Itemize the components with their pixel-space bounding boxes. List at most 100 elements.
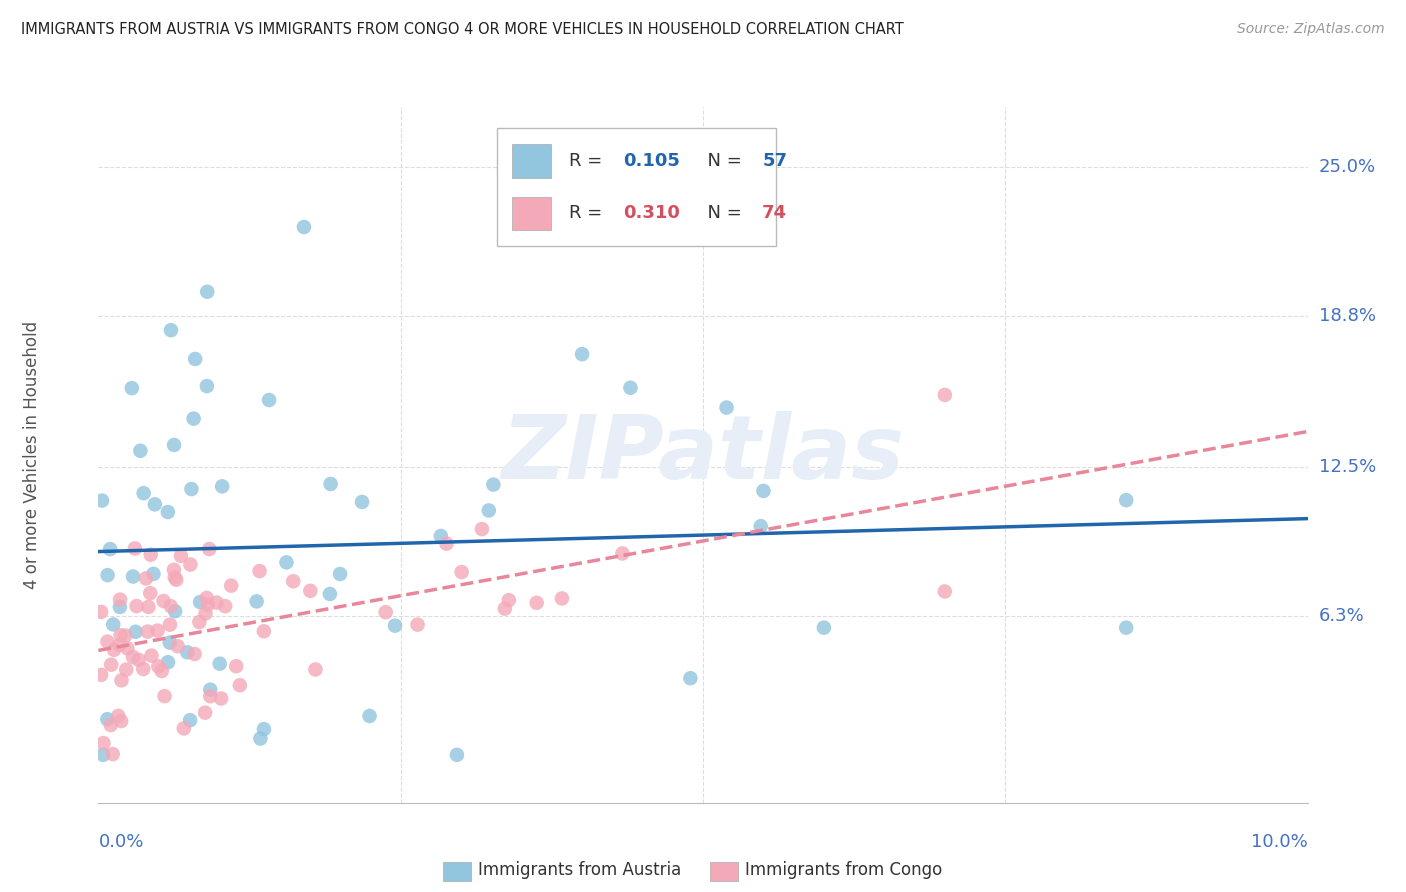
- Point: [91, 747, 114, 762]
- Point: [132, 486, 155, 500]
- Point: [934, 584, 956, 599]
- Point: [319, 477, 342, 491]
- Point: [749, 519, 772, 533]
- Text: 0.0%: 0.0%: [98, 833, 143, 851]
- Point: [195, 379, 218, 393]
- Point: [91, 493, 114, 508]
- Point: [229, 678, 252, 692]
- Point: [209, 691, 232, 706]
- Point: [179, 713, 201, 727]
- Point: [110, 628, 132, 642]
- Point: [103, 617, 125, 632]
- Point: [299, 583, 322, 598]
- Point: [176, 645, 198, 659]
- Point: [249, 731, 271, 746]
- Point: [1115, 493, 1137, 508]
- Point: [551, 591, 574, 606]
- Point: [526, 596, 548, 610]
- Point: [157, 655, 180, 669]
- Point: [107, 708, 129, 723]
- Point: [108, 599, 131, 614]
- Point: [117, 641, 139, 656]
- Point: [135, 571, 157, 585]
- Point: [359, 709, 381, 723]
- Text: 12.5%: 12.5%: [1319, 458, 1376, 476]
- Point: [93, 736, 115, 750]
- Point: [90, 668, 112, 682]
- Point: [156, 505, 179, 519]
- Point: [571, 347, 593, 361]
- Point: [159, 635, 181, 649]
- Point: [138, 599, 160, 614]
- Point: [101, 747, 124, 761]
- Point: [194, 706, 217, 720]
- Point: [136, 624, 159, 639]
- Point: [188, 595, 211, 609]
- Point: [716, 401, 738, 415]
- Point: [619, 381, 641, 395]
- Point: [257, 392, 280, 407]
- Point: [249, 564, 271, 578]
- Point: [194, 607, 217, 621]
- Point: [110, 673, 132, 688]
- Point: [752, 483, 775, 498]
- Point: [114, 628, 136, 642]
- Point: [143, 497, 166, 511]
- Point: [482, 477, 505, 491]
- Point: [214, 599, 236, 614]
- Point: [498, 593, 520, 607]
- Point: [153, 689, 176, 703]
- Point: [253, 624, 276, 639]
- Point: [100, 657, 122, 672]
- Point: [219, 579, 242, 593]
- Point: [124, 541, 146, 556]
- Text: N =: N =: [696, 204, 747, 222]
- Point: [450, 565, 472, 579]
- Point: [246, 594, 269, 608]
- Text: ZIPatlas: ZIPatlas: [502, 411, 904, 499]
- Point: [173, 722, 195, 736]
- Text: Source: ZipAtlas.com: Source: ZipAtlas.com: [1237, 22, 1385, 37]
- Point: [200, 690, 222, 704]
- Point: [436, 536, 458, 550]
- Point: [108, 592, 131, 607]
- Point: [180, 482, 202, 496]
- Point: [183, 411, 205, 425]
- Text: 74: 74: [762, 204, 787, 222]
- Text: IMMIGRANTS FROM AUSTRIA VS IMMIGRANTS FROM CONGO 4 OR MORE VEHICLES IN HOUSEHOLD: IMMIGRANTS FROM AUSTRIA VS IMMIGRANTS FR…: [21, 22, 904, 37]
- Point: [166, 639, 188, 653]
- Point: [183, 647, 205, 661]
- Point: [198, 542, 221, 557]
- Point: [205, 596, 228, 610]
- Text: 18.8%: 18.8%: [1319, 307, 1375, 325]
- Text: Immigrants from Congo: Immigrants from Congo: [745, 861, 942, 879]
- Point: [163, 563, 186, 577]
- FancyBboxPatch shape: [512, 145, 551, 178]
- Point: [132, 662, 155, 676]
- Point: [115, 663, 138, 677]
- Text: 25.0%: 25.0%: [1319, 158, 1376, 176]
- Point: [146, 624, 169, 638]
- Point: [97, 568, 120, 582]
- Point: [124, 624, 146, 639]
- Point: [100, 718, 122, 732]
- Point: [406, 617, 429, 632]
- Point: [142, 566, 165, 581]
- Point: [292, 219, 315, 234]
- Point: [179, 558, 201, 572]
- Point: [1115, 621, 1137, 635]
- Point: [253, 722, 276, 736]
- Point: [163, 570, 186, 584]
- Point: [934, 388, 956, 402]
- Point: [446, 747, 468, 762]
- Point: [679, 671, 702, 685]
- Point: [159, 617, 181, 632]
- Point: [276, 555, 298, 569]
- Point: [110, 714, 132, 728]
- Point: [129, 443, 152, 458]
- Point: [329, 566, 352, 581]
- Point: [90, 605, 112, 619]
- Point: [170, 549, 193, 563]
- Point: [139, 548, 162, 562]
- Point: [350, 495, 373, 509]
